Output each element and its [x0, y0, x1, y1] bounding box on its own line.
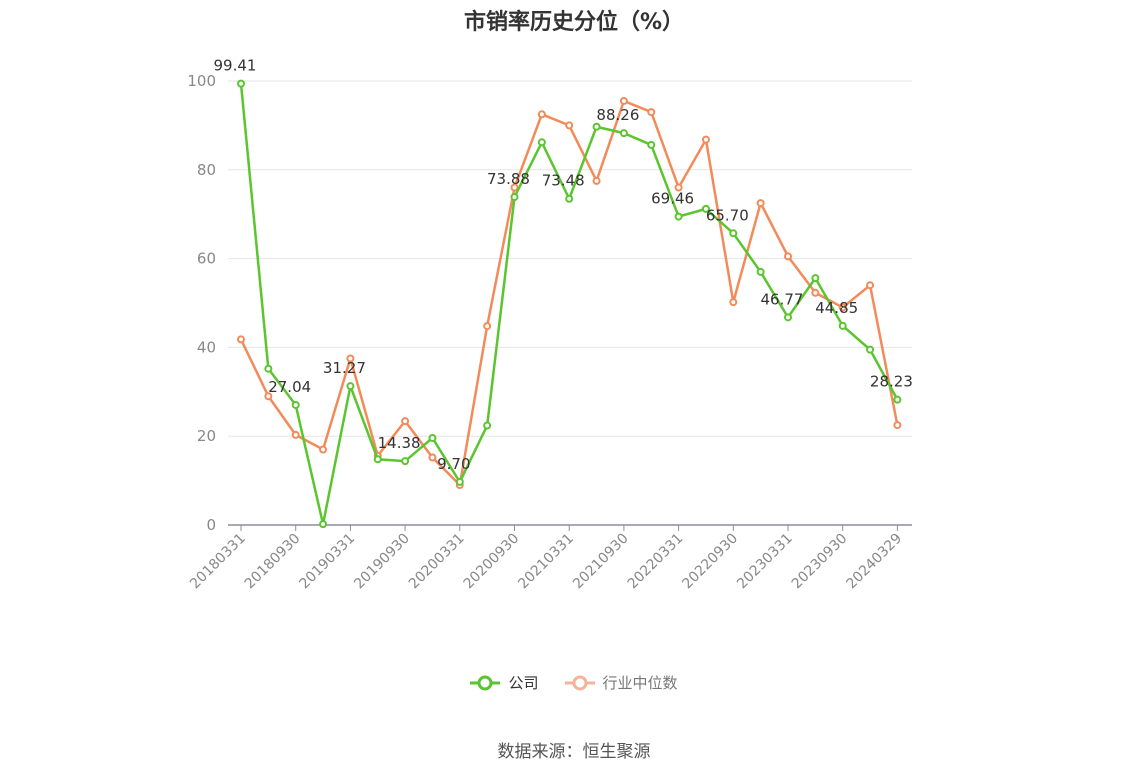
- data-label: 31.27: [323, 359, 366, 377]
- company-data-point: [784, 313, 792, 322]
- x-tick-label: 20210331: [515, 531, 577, 593]
- company-data-point: [674, 212, 683, 221]
- data-label: 27.04: [268, 378, 311, 396]
- industry-data-point: [592, 176, 601, 185]
- y-tick-label: 40: [197, 338, 216, 356]
- x-tick-label: 20230331: [734, 531, 796, 593]
- company-data-point: [619, 129, 628, 138]
- data-label: 65.70: [706, 206, 749, 224]
- company-data-point: [756, 267, 765, 276]
- company-data-point: [237, 79, 245, 88]
- industry-data-point: [866, 281, 875, 290]
- industry-data-point: [537, 110, 546, 119]
- company-data-point: [428, 433, 437, 442]
- company-data-point: [701, 204, 710, 213]
- industry-data-point: [319, 445, 328, 454]
- legend-company-marker-icon: [470, 675, 501, 690]
- legend-label-industry: 行业中位数: [602, 674, 678, 692]
- company-data-point: [729, 229, 738, 238]
- x-tick-label: 20190331: [297, 531, 359, 593]
- company-data-point: [811, 274, 820, 283]
- industry-data-point: [264, 392, 273, 401]
- chart-title: 市销率历史分位（%）: [463, 10, 685, 35]
- company-data-point: [319, 520, 328, 529]
- x-tick-label: 20200331: [406, 531, 468, 593]
- company-data-point: [264, 364, 273, 373]
- industry-data-point: [346, 354, 355, 363]
- industry-data-point: [237, 335, 245, 344]
- company-data-point: [592, 122, 601, 131]
- company-data-point: [346, 382, 355, 391]
- company-data-point: [866, 345, 875, 354]
- x-tick-label: 20200930: [461, 531, 523, 593]
- data-label: 69.46: [651, 190, 694, 208]
- x-tick-label: 20220331: [625, 531, 687, 593]
- x-tick-label: 20220930: [679, 531, 741, 593]
- industry-data-point: [729, 298, 738, 307]
- industry-data-point: [565, 121, 574, 130]
- x-tick-label: 20190930: [351, 531, 413, 593]
- industry-data-point: [674, 183, 683, 192]
- legend-item-company[interactable]: 公司: [470, 672, 539, 693]
- y-tick-label: 0: [206, 516, 216, 534]
- industry-data-point: [811, 288, 820, 297]
- legend-item-industry[interactable]: 行业中位数: [564, 672, 678, 693]
- y-tick-label: 100: [187, 72, 216, 90]
- company-data-point: [291, 400, 300, 409]
- industry-data-point: [510, 183, 519, 192]
- company-data-point: [510, 192, 519, 201]
- industry-data-point: [893, 421, 902, 430]
- company-data-point: [455, 477, 464, 486]
- industry-data-point: [647, 108, 656, 117]
- data-label: 46.77: [761, 290, 804, 308]
- x-tick-label: 20210930: [570, 531, 632, 593]
- y-tick-label: 60: [197, 250, 216, 268]
- data-label: 9.70: [437, 455, 470, 473]
- x-tick-label: 20230930: [789, 531, 851, 593]
- industry-data-point: [838, 303, 847, 312]
- industry-data-point: [483, 322, 492, 331]
- data-label: 14.38: [378, 434, 421, 452]
- data-label: 99.41: [214, 57, 257, 75]
- industry-data-point: [784, 252, 792, 261]
- company-data-point: [483, 421, 492, 430]
- data-label: 88.26: [596, 106, 639, 124]
- x-tick-label: 20180930: [242, 531, 304, 593]
- line-chart: 0 20 40 60 80 100 2018033120180930201903312019…: [187, 57, 913, 593]
- x-tick-label: 20240329: [844, 531, 906, 593]
- industry-data-point: [701, 135, 710, 144]
- data-label: 73.88: [487, 170, 530, 188]
- industry-data-point: [619, 96, 628, 105]
- y-tick-label: 20: [197, 427, 216, 445]
- x-tick-label: 20180331: [187, 531, 249, 593]
- industry-data-point: [756, 199, 765, 208]
- data-label: 28.23: [870, 373, 913, 391]
- data-label: 73.48: [542, 172, 585, 190]
- legend-industry-marker-icon: [564, 675, 595, 690]
- company-data-point: [838, 321, 847, 330]
- legend-label-company: 公司: [508, 674, 539, 692]
- company-data-point: [373, 455, 382, 464]
- data-source: 数据来源：恒生聚源: [497, 742, 651, 762]
- legend: 公司 行业中位数: [0, 672, 1148, 693]
- company-data-point: [893, 395, 902, 404]
- company-data-point: [647, 140, 656, 149]
- company-data-point: [537, 138, 546, 147]
- industry-data-point: [401, 417, 410, 426]
- industry-data-point: [428, 453, 437, 462]
- industry-data-point: [291, 430, 300, 439]
- company-data-point: [401, 457, 410, 466]
- data-label: 44.85: [815, 299, 858, 317]
- company-data-point: [565, 194, 574, 203]
- y-tick-label: 80: [197, 161, 216, 179]
